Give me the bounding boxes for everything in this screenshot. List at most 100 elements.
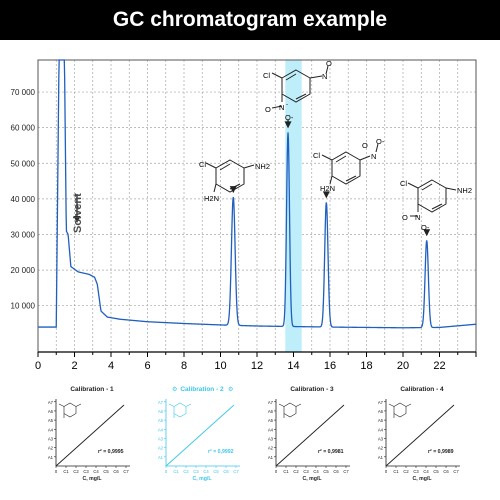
- calib-y-tick-label: A5: [158, 418, 164, 423]
- peak-arrow-2: [284, 120, 292, 129]
- structure-4-molecule: [407, 179, 457, 217]
- calib-y-tick-label: A1: [158, 455, 164, 460]
- calib-y-tick-label: A3: [158, 436, 164, 441]
- x-tick-label: 6: [144, 360, 150, 372]
- solvent-label: Solvent: [72, 193, 84, 233]
- calib-y-tick-label: A6: [378, 409, 384, 414]
- title-bar: GC chromatogram example: [0, 0, 500, 40]
- calib-y-tick-label: A5: [48, 418, 54, 423]
- calib-x-tick-label: C2: [403, 469, 409, 474]
- x-tick-label: 4: [108, 360, 114, 372]
- calib-x-tick-label: C4: [313, 469, 319, 474]
- calib-x-tick-label: C2: [183, 469, 189, 474]
- structure-2-label-4: N: [322, 72, 327, 81]
- calib-x-tick-label: C3: [413, 469, 419, 474]
- structure-2-molecule: [271, 65, 329, 109]
- calib-x-tick-label: C5: [103, 469, 109, 474]
- calibration-title: Calibration - 2: [180, 386, 224, 393]
- calibration-title: Calibration - 3: [290, 386, 334, 393]
- calib-y-tick-label: A7: [158, 400, 164, 405]
- calib-x-tick-label: C3: [193, 469, 199, 474]
- structure-2-label-2: O: [265, 105, 271, 114]
- structure-4-label-1: N: [415, 213, 420, 222]
- calib-x-tick-label: C2: [293, 469, 299, 474]
- calibration-fit-line: [385, 404, 455, 467]
- x-tick-label: 0: [35, 360, 41, 372]
- calibration-r2: r² = 0,9981: [318, 449, 344, 455]
- structure-1-molecule: [205, 159, 255, 193]
- calib-y-tick-label: A2: [268, 446, 274, 451]
- structure-4-label-3: O-: [421, 223, 430, 232]
- x-tick-label: 18: [360, 360, 372, 372]
- calib-x-tick-label: C5: [433, 469, 439, 474]
- calib-x-tick-label: C6: [443, 469, 449, 474]
- calib-x-tick-label: C7: [453, 469, 459, 474]
- calib-y-tick-label: A7: [268, 400, 274, 405]
- highlight-band: [285, 60, 302, 352]
- calib-y-tick-label: A7: [48, 400, 54, 405]
- x-tick-label: 12: [251, 360, 263, 372]
- calibration-title: Calibration - 1: [70, 386, 114, 393]
- calibration-fit-line: [165, 404, 235, 467]
- calib-y-tick-label: A1: [378, 455, 384, 460]
- calib-x-tick-label: C4: [93, 469, 99, 474]
- chart-title: GC chromatogram example: [112, 8, 388, 31]
- grid-lines: [38, 60, 476, 352]
- calibration-panel-1: Calibration - 1 A1 A2 A3 A4 A5 A6 A7 0 C1 C2 C3 C4 C5…: [40, 383, 150, 493]
- calib-x-tick-label: C7: [233, 469, 239, 474]
- x-tick-label: 8: [181, 360, 187, 372]
- calib-x-tick-label: C4: [423, 469, 429, 474]
- calib-x-tick-label: C7: [123, 469, 129, 474]
- structure-2-label-0: Cl: [263, 71, 270, 80]
- calib-x-tick-label: C1: [393, 469, 399, 474]
- x-tick-label: 10: [214, 360, 226, 372]
- calib-x-tick-label: C2: [73, 469, 79, 474]
- calib-x-tick-label: 0: [165, 469, 168, 474]
- calib-x-tick-label: C4: [203, 469, 209, 474]
- axes: 10 000 20 000 30 000 40 000 50 000 60 000 70 0…: [11, 59, 477, 372]
- calibration-r2: r² = 0,9992: [208, 449, 234, 455]
- mini-structure: [278, 402, 302, 418]
- calib-y-tick-label: A5: [268, 418, 274, 423]
- calib-y-tick-label: A3: [268, 436, 274, 441]
- mini-structure: [168, 402, 192, 418]
- structure-3-molecule: [321, 143, 379, 185]
- calib-x-tick-label: 0: [275, 469, 278, 474]
- calib-x-tick-label: 0: [55, 469, 58, 474]
- structure-4-label-0: Cl: [400, 179, 407, 188]
- structure-1-label-1: H2N: [204, 194, 219, 203]
- calib-y-tick-label: A2: [378, 446, 384, 451]
- calib-x-tick-label: C3: [83, 469, 89, 474]
- x-tick-label: 16: [324, 360, 336, 372]
- solvent-arrow: [73, 194, 81, 223]
- calibration-r2: r² = 0,9989: [428, 449, 454, 455]
- calib-x-tick-label: C6: [113, 469, 119, 474]
- calib-x-axis-label: C, mg/L: [412, 476, 432, 482]
- peak-arrow-4: [423, 229, 431, 237]
- structure-3-label-0: Cl: [313, 151, 320, 160]
- structure-1-label-2: NH2: [255, 162, 270, 171]
- calibration-title: Calibration - 4: [400, 386, 444, 393]
- x-tick-label: 2: [71, 360, 77, 372]
- y-tick-label: 20 000: [11, 266, 36, 275]
- y-tick-label: 60 000: [11, 124, 36, 133]
- calib-x-tick-label: C3: [303, 469, 309, 474]
- calib-y-tick-label: A4: [268, 427, 274, 432]
- mini-structure: [58, 402, 82, 418]
- structure-2-label-1: N: [279, 103, 284, 112]
- calib-y-tick-label: A3: [378, 436, 384, 441]
- calib-y-tick-label: A6: [268, 409, 274, 414]
- y-tick-label: 40 000: [11, 195, 36, 204]
- y-tick-label: 50 000: [11, 159, 36, 168]
- x-tick-label: 14: [287, 360, 299, 372]
- y-tick-label: 10 000: [11, 302, 36, 311]
- chromatogram-chart: 10 000 20 000 30 000 40 000 50 000 60 000 70 0…: [11, 59, 477, 372]
- structure-2-label-3: -: [286, 102, 288, 108]
- calib-x-tick-label: 0: [385, 469, 388, 474]
- calibration-fit-line: [55, 404, 125, 467]
- calib-y-tick-label: A7: [378, 400, 384, 405]
- calibration-r2: r² = 0,9995: [98, 449, 124, 455]
- gear-icon: ⚙: [172, 386, 177, 393]
- calib-y-tick-label: A2: [158, 446, 164, 451]
- calib-x-tick-label: C6: [333, 469, 339, 474]
